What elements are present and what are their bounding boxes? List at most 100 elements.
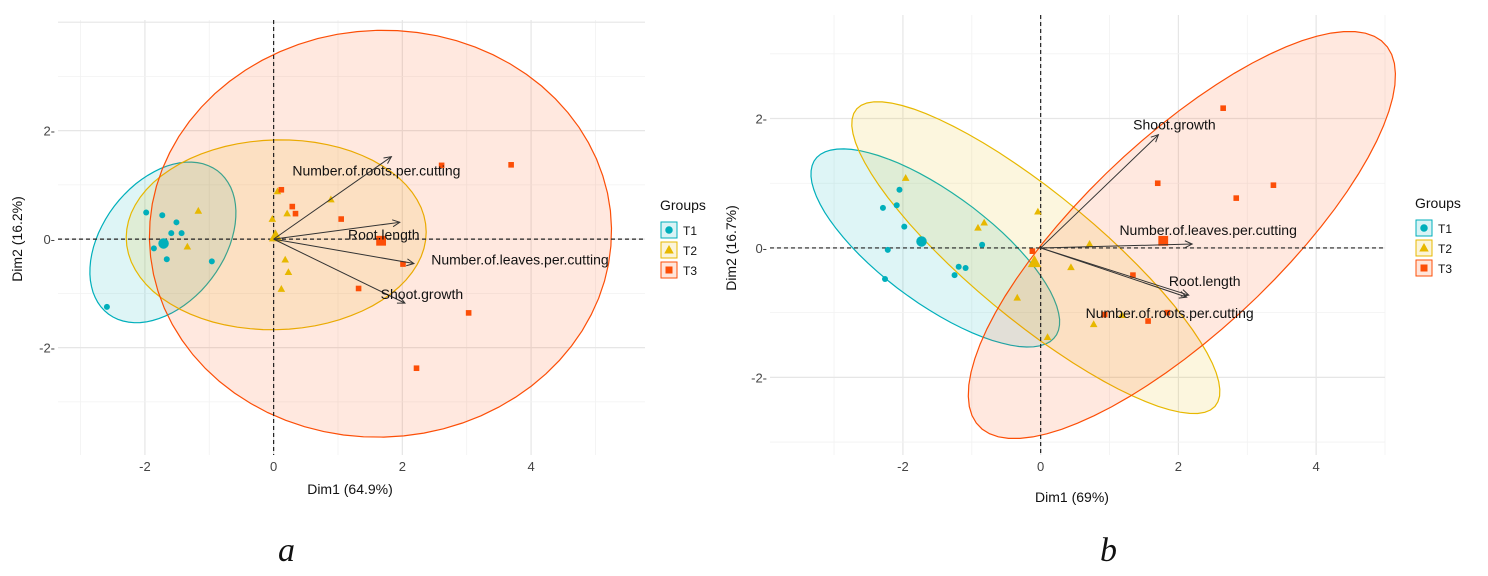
legend: Groups T1 T2 T3: [1415, 195, 1461, 277]
variable-arrow: [1040, 134, 1159, 249]
variable-arrow: [273, 156, 392, 240]
legend: Groups T1 T2 T3: [660, 197, 706, 279]
arrow-head: [383, 156, 393, 164]
legend-marker-T3: [665, 266, 673, 274]
point-T2: [284, 268, 293, 276]
x-tick-label: -2: [897, 459, 909, 474]
point-T1: [955, 263, 962, 270]
point-T2: [1085, 240, 1094, 247]
arrow-head: [406, 258, 416, 267]
point-T3: [1130, 272, 1136, 278]
x-tick-label: -2: [139, 459, 151, 474]
point-T3: [289, 203, 296, 210]
centroid-T1: [916, 236, 927, 247]
point-T1: [159, 212, 166, 219]
arrow-head: [392, 219, 401, 228]
point-T3: [292, 210, 299, 217]
point-T1: [150, 245, 157, 252]
arrow-head: [396, 296, 406, 304]
point-T2: [1013, 293, 1022, 301]
point-T3: [465, 310, 472, 316]
y-axis-title: Dim2 (16.2%): [9, 196, 25, 282]
y-tick-label: 2-: [755, 112, 767, 127]
point-T1: [979, 241, 986, 248]
variable-arrow: [1040, 247, 1187, 298]
legend-marker-T3: [1420, 264, 1428, 272]
legend-marker-T1: [665, 226, 673, 234]
variable-arrow: [273, 238, 406, 304]
variable-label: Root.length: [1169, 273, 1241, 289]
point-T2: [1043, 333, 1052, 341]
x-tick-label: 2: [399, 459, 406, 474]
variable-label: Number.of.leaves.per.cutting: [1119, 222, 1296, 238]
legend-label-T1: T1: [683, 224, 697, 238]
variable-label: Shoot.growth: [1133, 117, 1216, 133]
centroid-T2: [1027, 255, 1042, 268]
point-T1: [884, 246, 891, 253]
point-T1: [173, 219, 180, 226]
x-tick-label: 0: [1037, 459, 1044, 474]
variable-label: Shoot.growth: [381, 286, 464, 302]
panel-label-b: b: [1100, 532, 1117, 569]
point-T2: [901, 174, 910, 181]
point-T3: [1270, 182, 1277, 188]
y-tick-label: -2-: [751, 370, 767, 385]
panel-label-a: a: [278, 532, 295, 569]
point-T2: [1118, 311, 1126, 319]
variable-label: Number.of.leaves.per.cutting: [431, 252, 608, 268]
variable-label: Number.of.roots.per.cutting: [1086, 305, 1254, 321]
point-T2: [268, 215, 277, 222]
legend-marker-T1: [1420, 224, 1428, 232]
point-T2: [283, 209, 291, 217]
point-T2: [974, 223, 982, 231]
x-tick-label: 4: [527, 459, 534, 474]
point-T2: [1034, 207, 1042, 215]
legend-marker-T2: [1419, 243, 1429, 252]
point-T3: [1101, 311, 1108, 318]
point-T3: [355, 285, 362, 292]
legend-label-T3: T3: [1438, 262, 1452, 276]
point-T1: [893, 202, 900, 209]
point-T3: [1154, 180, 1161, 187]
chart-a: Number.of.roots.per.cutting Root.length Nu…: [9, 20, 706, 497]
y-tick-label: -2-: [39, 341, 55, 356]
point-T3: [1220, 105, 1226, 111]
variable-label: Root.length: [348, 226, 420, 242]
chart-b: Shoot.growth Number.of.leaves.per.cutting…: [723, 15, 1461, 505]
x-axis-title: Dim1 (64.9%): [307, 481, 393, 497]
point-T2: [1067, 263, 1075, 271]
centroid-T3: [376, 235, 387, 246]
point-T2: [1089, 320, 1098, 328]
point-T1: [103, 303, 110, 310]
arrow-head: [1184, 240, 1194, 249]
legend-label-T2: T2: [1438, 242, 1452, 256]
point-T3: [1233, 195, 1240, 201]
point-T3: [413, 365, 420, 372]
point-T3: [400, 261, 406, 267]
point-T3: [508, 162, 514, 168]
point-T1: [178, 230, 185, 237]
point-T3: [278, 186, 285, 193]
x-axis-title: Dim1 (69%): [1035, 489, 1109, 505]
point-T1: [163, 256, 170, 263]
point-T1: [879, 204, 886, 211]
point-T2: [980, 218, 988, 226]
point-T1: [901, 223, 908, 230]
variable-arrow: [273, 238, 415, 265]
centroid-T1: [158, 238, 169, 249]
x-tick-label: 4: [1313, 459, 1320, 474]
point-T2: [183, 242, 192, 250]
y-tick-label: 0-: [43, 232, 55, 247]
legend-label-T2: T2: [683, 244, 697, 258]
x-tick-label: 2: [1175, 459, 1182, 474]
legend-title: Groups: [1415, 195, 1461, 211]
legend-title: Groups: [660, 197, 706, 213]
arrow-head: [1178, 291, 1188, 299]
point-T1: [882, 276, 889, 282]
point-T3: [338, 216, 345, 222]
point-T3: [438, 162, 445, 169]
point-T2: [277, 285, 286, 292]
point-T3: [1164, 309, 1171, 316]
point-T1: [951, 272, 958, 279]
point-T1: [896, 186, 903, 193]
